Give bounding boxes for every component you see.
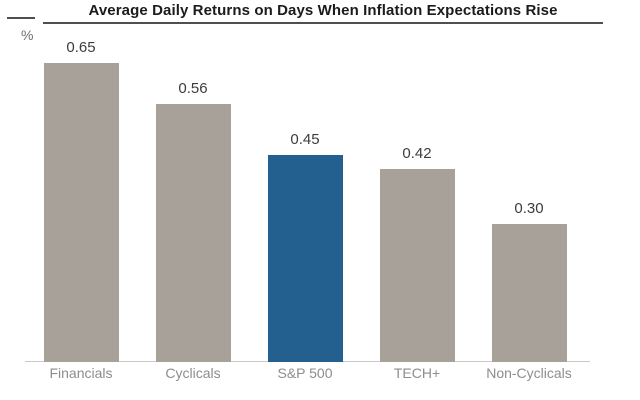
category-label-cyclicals: Cyclicals: [165, 365, 221, 381]
value-label-non-cyclicals: 0.30: [514, 200, 544, 217]
bar-non-cyclicals: [491, 224, 567, 362]
value-label-financials: 0.65: [66, 39, 96, 56]
category-label-tech: TECH+: [393, 365, 441, 381]
category-label-non-cyclicals: Non-Cyclicals: [486, 365, 572, 381]
value-label-tech: 0.42: [402, 145, 432, 162]
value-label-s-p-500: 0.45: [290, 131, 320, 148]
x-axis-labels: Financials Cyclicals S&P 500 TECH+ Non-Cycli…: [0, 365, 640, 388]
category-label-s-p-500: S&P 500: [277, 365, 333, 381]
bar-financials: [43, 63, 119, 362]
y-axis-unit-label: %: [21, 27, 34, 43]
bar-tech: [379, 169, 455, 362]
category-label-financials: Financials: [49, 365, 113, 381]
bar-s-p-500: [267, 155, 343, 362]
chart-title: Average Daily Returns on Days When Infla…: [43, 2, 603, 24]
plot-area: 0.65 0.56 0.45 0.42 0.30: [25, 39, 590, 362]
bar-cyclicals: [155, 104, 231, 362]
y-axis-tick-line: [7, 17, 35, 19]
value-label-cyclicals: 0.56: [178, 80, 208, 97]
